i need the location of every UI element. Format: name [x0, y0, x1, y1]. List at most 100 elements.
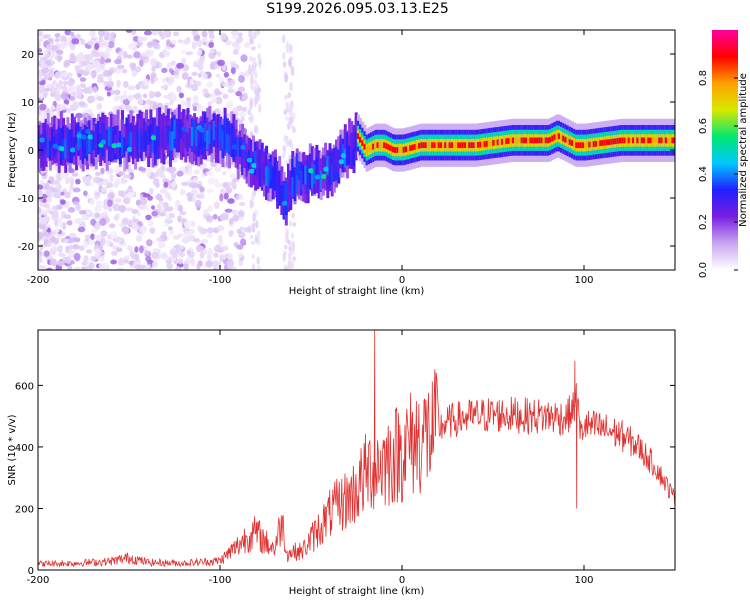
ridge-cell: [42, 134, 46, 154]
ridge-cell: [276, 165, 280, 185]
noise-cell: [92, 86, 98, 94]
noise-cell: [252, 58, 256, 66]
y-tick-label: 10: [21, 98, 34, 109]
noise-cell: [38, 189, 43, 197]
noise-cell: [42, 231, 50, 237]
ridge-cell: [420, 142, 424, 149]
noise-cell: [284, 73, 289, 83]
noise-cell: [58, 221, 64, 228]
noise-cell: [292, 222, 297, 227]
ridge-cell: [522, 137, 526, 144]
noise-cell: [137, 35, 143, 43]
noise-cell: [39, 222, 46, 230]
noise-cell: [40, 110, 47, 118]
noise-cell: [100, 237, 106, 246]
y-tick-label: 0: [28, 566, 34, 577]
ridge-cell: [308, 170, 312, 190]
ridge-cell: [59, 146, 65, 152]
noise-cell: [80, 83, 86, 88]
ridge-cell: [409, 145, 413, 151]
noise-cell: [204, 92, 211, 99]
colorbar-tick-label: 0.4: [698, 166, 709, 182]
noise-cell: [129, 250, 135, 258]
noise-cell: [238, 194, 244, 201]
noise-cell: [183, 230, 192, 238]
noise-cell: [88, 237, 95, 246]
noise-cell: [134, 264, 143, 270]
ridge-cell: [337, 154, 341, 174]
noise-cell: [38, 48, 43, 53]
noise-cell: [288, 58, 293, 68]
ridge-cell: [246, 157, 253, 163]
ridge-cell: [391, 146, 395, 153]
noise-cell: [196, 49, 203, 57]
ridge-cell: [514, 137, 518, 144]
ridge-cell: [228, 135, 231, 155]
noise-cell: [249, 78, 254, 88]
ridge-cell: [442, 142, 445, 149]
ridge-cell: [231, 144, 238, 150]
noise-cell: [47, 37, 54, 44]
ridge-cell: [314, 174, 321, 180]
ridge-cell: [289, 170, 293, 190]
noise-cell: [95, 248, 102, 257]
ridge-cell: [256, 157, 260, 177]
noise-cell: [142, 93, 148, 99]
ridge-cell: [463, 142, 467, 149]
noise-cell: [158, 240, 166, 249]
noise-cell: [209, 48, 216, 55]
noise-cell: [46, 196, 52, 204]
ridge-cell: [551, 135, 555, 142]
ridge-cell: [461, 142, 465, 149]
noise-cell: [103, 199, 108, 206]
y-tick-label: 200: [15, 504, 34, 515]
noise-cell: [107, 76, 113, 82]
ridge-cell: [422, 142, 426, 149]
noise-cell: [252, 212, 256, 223]
noise-cell: [282, 51, 286, 60]
ridge-cell: [647, 137, 651, 144]
noise-cell: [151, 210, 158, 217]
noise-cell: [68, 237, 75, 244]
ridge-cell: [494, 139, 498, 146]
ridge-cell: [352, 129, 356, 149]
noise-cell: [251, 225, 256, 233]
ridge-cell: [586, 142, 590, 148]
noise-cell: [91, 228, 99, 233]
noise-cell: [60, 103, 68, 111]
ridge-cell: [579, 142, 583, 149]
ridge-cell: [121, 135, 124, 155]
ridge-cell: [433, 142, 437, 149]
noise-cell: [39, 202, 45, 208]
noise-cell: [67, 207, 76, 213]
noise-cell: [133, 224, 141, 232]
ridge-cell: [245, 152, 249, 172]
noise-cell: [82, 176, 91, 184]
ridge-cell: [171, 131, 175, 151]
noise-cell: [213, 245, 222, 253]
noise-cell: [258, 59, 262, 65]
noise-cell: [67, 80, 74, 87]
noise-cell: [139, 245, 144, 254]
ridge-cell: [529, 137, 533, 144]
ridge-cell: [271, 168, 275, 188]
ridge-cell: [291, 158, 295, 193]
colorbar-label: Normalized spectral amplitude: [738, 73, 749, 227]
ridge-cell: [260, 162, 264, 182]
noise-cell: [58, 252, 66, 257]
noise-cell: [248, 30, 253, 33]
ridge-cell: [131, 131, 135, 151]
noise-cell: [118, 204, 127, 213]
colorbar-tick-label: 0.8: [698, 70, 709, 86]
ridge-cell: [658, 137, 662, 144]
ridge-cell: [129, 132, 133, 152]
noise-cell: [151, 251, 159, 259]
noise-cell: [177, 215, 182, 223]
noise-cell: [163, 181, 169, 188]
ridge-cell: [356, 133, 360, 140]
noise-cell: [50, 105, 56, 110]
noise-cell: [38, 85, 46, 90]
noise-cell: [38, 184, 44, 190]
noise-cell: [128, 43, 135, 50]
noise-cell: [114, 58, 122, 65]
